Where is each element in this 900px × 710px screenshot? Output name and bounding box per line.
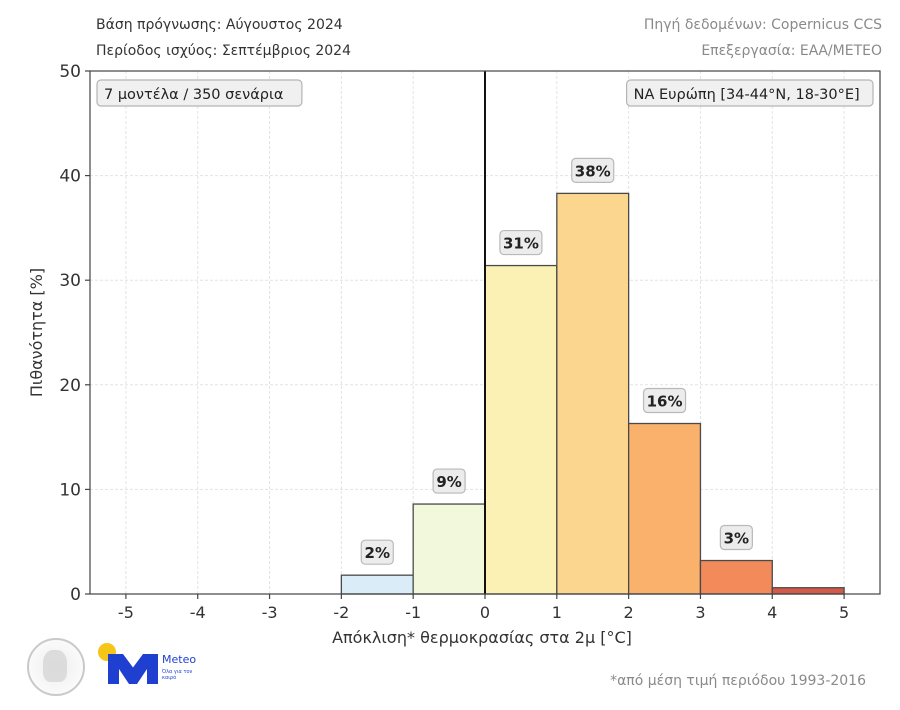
- y-tick-label: 10: [59, 480, 81, 500]
- x-tick-label: -5: [118, 603, 134, 622]
- baseline-footnote: *από μέση τιμή περιόδου 1993-2016: [610, 673, 866, 689]
- forecast-base-text: Βάση πρόγνωσης: Αύγουστος 2024: [96, 17, 343, 33]
- histogram-bar: [771, 587, 845, 595]
- bar-value-label: 31%: [503, 235, 539, 253]
- x-tick-label: -1: [405, 603, 421, 622]
- histogram-bar: [699, 559, 773, 595]
- processing-text: Επεξεργασία: ΕΑΑ/METEO: [701, 43, 882, 59]
- x-tick-label: 2: [624, 603, 634, 622]
- bar-value-label: 9%: [436, 473, 461, 491]
- bars: [340, 192, 845, 595]
- bar-label-box: [642, 387, 687, 414]
- meteo-logo-subtitle: Όλα για τον καιρό: [162, 669, 193, 681]
- meteo-logo-text: Meteo: [162, 653, 197, 666]
- histogram-bar: [627, 422, 702, 595]
- bar-label-box: [360, 539, 394, 565]
- info-boxes: 7 μοντέλα / 350 σενάρια ΝΑ Ευρώπη [34-44°…: [96, 79, 874, 107]
- bar-label-box: [571, 157, 615, 183]
- m-letter-icon: [108, 654, 158, 684]
- bar-value-label: 3%: [724, 530, 749, 548]
- x-tick-label: 4: [767, 603, 777, 622]
- histogram-bar: [484, 264, 558, 595]
- y-tick-label: 30: [59, 271, 81, 291]
- region-text: ΝΑ Ευρώπη [34-44°N, 18-30°E]: [634, 87, 860, 103]
- data-source-text: Πηγή δεδομένων: Copernicus CCS: [643, 17, 882, 33]
- y-tick-label: 0: [70, 585, 81, 605]
- y-axis-label: Πιθανότητα [%]: [27, 268, 46, 397]
- valid-period-text: Περίοδος ισχύος: Σεπτέμβριος 2024: [96, 43, 351, 59]
- bar-value-label: 16%: [647, 393, 683, 411]
- bar-label-box: [499, 229, 543, 256]
- bar-label-box: [432, 468, 466, 494]
- x-tick-label: -4: [190, 603, 206, 622]
- y-tick-label: 20: [59, 376, 81, 396]
- x-axis-label: Απόκλιση* θερμοκρασίας στα 2μ [°C]: [332, 628, 632, 647]
- bar-value-labels: 2% 9% 31% 38% 16% 3%: [360, 157, 753, 565]
- academy-seal-logo: [27, 638, 85, 696]
- x-tick-label: 1: [552, 603, 562, 622]
- x-tick-label: 5: [839, 603, 849, 622]
- meteo-logo: Meteo Όλα για τον καιρό: [98, 643, 208, 689]
- bar-value-label: 2%: [365, 544, 390, 562]
- bar-label-box: [719, 524, 753, 551]
- y-tick-label: 40: [59, 167, 81, 187]
- y-tick-label: 50: [59, 62, 81, 82]
- histogram-bar: [556, 192, 630, 595]
- histogram-bar: [340, 574, 414, 595]
- models-scenarios-text: 7 μοντέλα / 350 σενάρια: [104, 87, 283, 103]
- bar-value-label: 38%: [575, 162, 611, 180]
- x-tick-label: 3: [695, 603, 705, 622]
- x-tick-label: -3: [262, 603, 278, 622]
- histogram-bar: [412, 503, 486, 595]
- x-tick-label: -2: [333, 603, 349, 622]
- x-tick-label: 0: [480, 603, 490, 622]
- seal-figure-icon: [43, 650, 67, 682]
- region-box: [625, 79, 874, 107]
- models-scenarios-box: [96, 79, 303, 107]
